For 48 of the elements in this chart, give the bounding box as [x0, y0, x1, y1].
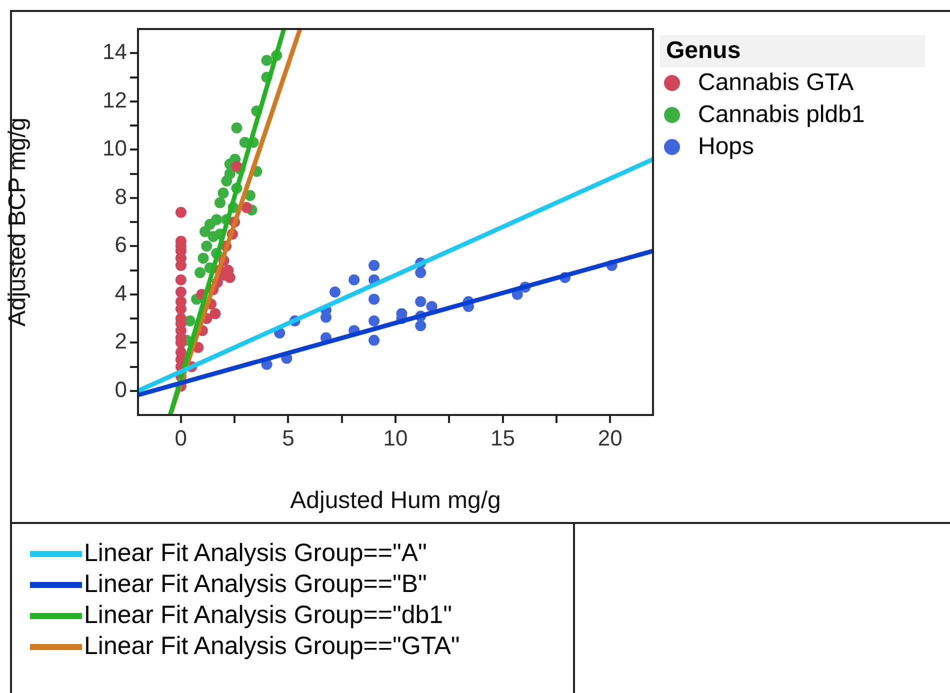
point: [224, 168, 236, 180]
point: [204, 218, 216, 230]
y-tick-label: 12: [102, 87, 127, 112]
point: [175, 274, 186, 286]
point: [231, 122, 242, 134]
x-axis-title: Adjusted Hum mg/g: [290, 487, 501, 514]
x-tick-label: 0: [174, 425, 188, 450]
y-axis-title: Adjusted BCP mg/g: [4, 117, 32, 327]
legend-label: Hops: [698, 133, 754, 161]
point: [231, 161, 242, 172]
x-tick-label: 20: [598, 425, 622, 450]
point: [201, 240, 212, 252]
point: [241, 202, 252, 214]
y-tick-label: 6: [114, 232, 127, 258]
point: [415, 320, 426, 332]
x-tick-label: 10: [383, 425, 408, 450]
point: [348, 274, 360, 286]
point: [210, 308, 221, 320]
legend-title: Genus: [660, 35, 925, 67]
point: [175, 286, 186, 298]
y-tick-label: 10: [102, 136, 127, 161]
point: [368, 334, 380, 346]
legend-label: Linear Fit Analysis Group=="GTA": [84, 632, 460, 661]
x-tick-label: 15: [490, 425, 516, 450]
point: [415, 296, 426, 308]
y-tick-label: 8: [114, 184, 127, 209]
legend-label: Linear Fit Analysis Group=="db1": [84, 601, 452, 630]
legend-label: Cannabis GTA: [698, 69, 854, 97]
y-tick-label: 0: [114, 376, 127, 402]
legend-label: Linear Fit Analysis Group=="B": [84, 570, 427, 599]
point: [175, 206, 186, 218]
y-tick-label: 14: [102, 39, 127, 64]
point: [415, 267, 426, 278]
point: [368, 315, 380, 326]
point: [368, 260, 380, 271]
legend-label: Linear Fit Analysis Group=="A": [84, 539, 427, 568]
y-tick-label: 2: [114, 328, 127, 354]
point: [198, 252, 209, 264]
point: [218, 188, 229, 199]
point: [261, 54, 272, 66]
point: [329, 286, 340, 298]
point: [194, 267, 206, 278]
point: [368, 294, 380, 305]
y-tick-label: 4: [114, 280, 127, 306]
legend-label: Cannabis pldb1: [698, 101, 865, 129]
point: [214, 197, 226, 208]
x-tick-label: 5: [282, 425, 294, 450]
point: [224, 272, 236, 283]
